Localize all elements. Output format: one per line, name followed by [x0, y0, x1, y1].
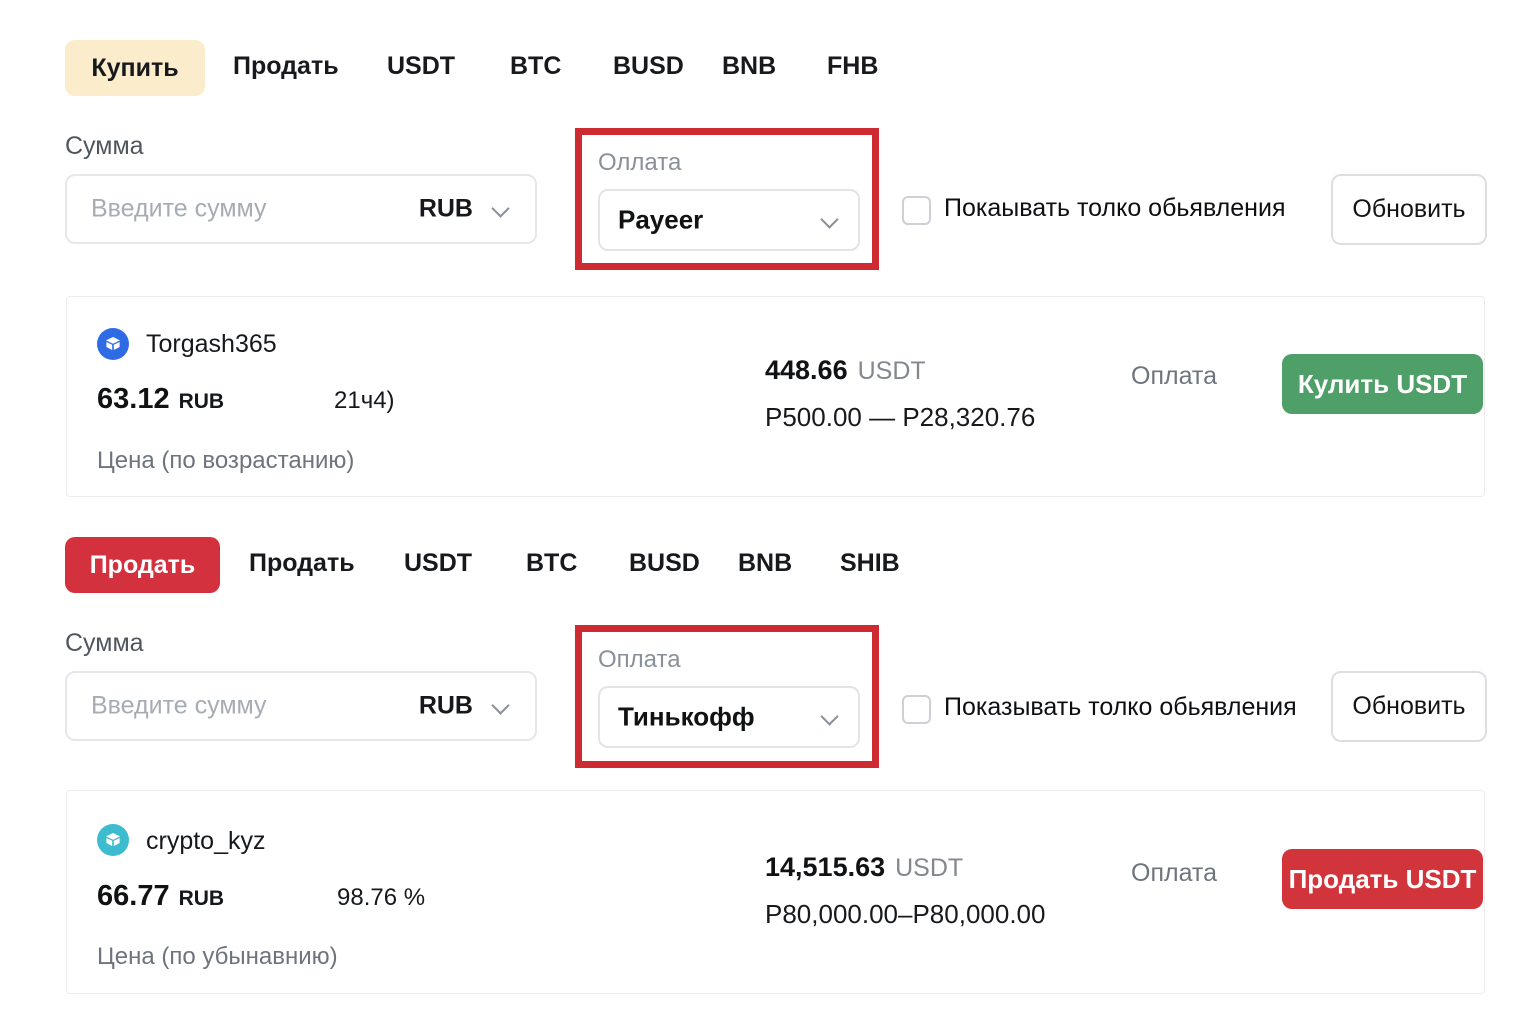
available-value-2: 14,515.63 [765, 852, 886, 882]
available-value: 448.66 [765, 355, 848, 385]
available-unit: USDT [857, 357, 926, 385]
payment-dropdown[interactable]: Payeer [598, 189, 860, 251]
currency-selector-2[interactable]: RUB [418, 691, 473, 720]
refresh-button[interactable]: Обновить [1331, 174, 1487, 245]
sort-note-2: Цена (по убынавнию) [97, 943, 338, 970]
show-only-ads-checkbox-2[interactable] [902, 695, 931, 724]
chevron-down-icon[interactable] [491, 696, 510, 715]
sort-note: Цена (по возрастанию) [97, 447, 355, 474]
sell-usdt-button[interactable]: Продать USDT [1282, 849, 1483, 909]
currency-selector[interactable]: RUB [418, 194, 473, 223]
tab-busd-2[interactable]: BUSD [629, 549, 700, 577]
payment-annotation-box-2: Оплата Тинькофф [575, 625, 879, 768]
price-row: 63.12 RUB [97, 383, 224, 416]
payment-dropdown-2[interactable]: Тинькофф [598, 686, 860, 748]
refresh-button-label: Обновить [1352, 195, 1466, 223]
cube-icon [106, 337, 120, 350]
merchant-name-2[interactable]: crypto_kyz [146, 827, 266, 855]
available-row: 448.66 USDT [765, 355, 926, 386]
merchant-name[interactable]: Torgash365 [146, 330, 277, 358]
payment-label-2: Оплата [598, 646, 681, 673]
amount-label-2: Сумма [65, 629, 144, 657]
listing-payment-label-2: Оплата [1131, 859, 1217, 887]
buy-usdt-button[interactable]: Кулить USDT [1282, 354, 1483, 414]
tab-btc[interactable]: BTC [510, 52, 562, 80]
listing-card-sell: crypto_kyz 66.77 RUB 98.76 % Цена (по уб… [66, 790, 1485, 994]
amount-placeholder: Введите сумму [91, 194, 267, 223]
refresh-button-2[interactable]: Обновить [1331, 671, 1487, 742]
tab-sell[interactable]: Продать [233, 52, 339, 80]
amount-input[interactable]: Введите сумму RUB [65, 174, 537, 244]
show-only-ads-checkbox[interactable] [902, 196, 931, 225]
price-row-2: 66.77 RUB [97, 880, 224, 913]
merchant-stat-2: 98.76 % [337, 884, 426, 911]
tab-shib[interactable]: SHIB [840, 549, 900, 577]
listing-card-buy: Torgash365 63.12 RUB 21ч4) Цена (по возр… [66, 296, 1485, 497]
payment-label: Оллата [598, 149, 682, 176]
show-only-ads-label-2: Показывать толко обьявления [944, 693, 1297, 721]
tab-sell-active[interactable]: Продать [65, 537, 220, 593]
limits-range: Р500.00 — Р28,320.76 [765, 402, 1036, 432]
amount-placeholder-2: Введите сумму [91, 691, 267, 720]
tab-bnb[interactable]: BNB [722, 52, 777, 80]
merchant-avatar [97, 328, 129, 360]
tab-sell-label: Продать [89, 550, 196, 579]
tab-buy-label: Купить [91, 53, 179, 82]
price-value: 63.12 [97, 383, 170, 415]
sell-usdt-button-label: Продать USDT [1288, 863, 1477, 894]
show-only-ads-label: Покаывать толко обьявления [944, 194, 1286, 222]
price-unit: RUB [178, 390, 225, 413]
listing-payment-label: Оплата [1131, 362, 1217, 390]
chevron-down-icon[interactable] [491, 199, 510, 218]
merchant-avatar-2 [97, 824, 129, 856]
tab-usdt[interactable]: USDT [387, 52, 456, 80]
amount-label: Сумма [65, 132, 144, 160]
tab-buy-active[interactable]: Купить [65, 40, 205, 96]
chevron-down-icon [820, 707, 839, 726]
amount-input-2[interactable]: Введите сумму RUB [65, 671, 537, 741]
cube-icon [106, 833, 120, 846]
merchant-stat: 21ч4) [334, 387, 395, 414]
price-unit-2: RUB [178, 887, 225, 910]
tab-usdt-2[interactable]: USDT [404, 549, 473, 577]
refresh-button-label-2: Обновить [1352, 692, 1466, 720]
price-value-2: 66.77 [97, 880, 170, 912]
payment-dropdown-value-2: Тинькофф [618, 701, 755, 732]
chevron-down-icon [820, 210, 839, 229]
tab-fhb[interactable]: FHB [827, 52, 879, 80]
available-unit-2: USDT [895, 854, 964, 882]
payment-annotation-box: Оллата Payeer [575, 128, 879, 270]
tab-btc-2[interactable]: BTC [526, 549, 578, 577]
tab-busd[interactable]: BUSD [613, 52, 684, 80]
tab-bnb-2[interactable]: BNB [738, 549, 793, 577]
tab-sell-2[interactable]: Продать [249, 549, 355, 577]
limits-range-2: Р80,000.00–Р80,000.00 [765, 899, 1046, 929]
payment-dropdown-value: Payeer [618, 204, 704, 235]
available-row-2: 14,515.63 USDT [765, 852, 963, 883]
buy-usdt-button-label: Кулить USDT [1297, 368, 1468, 399]
